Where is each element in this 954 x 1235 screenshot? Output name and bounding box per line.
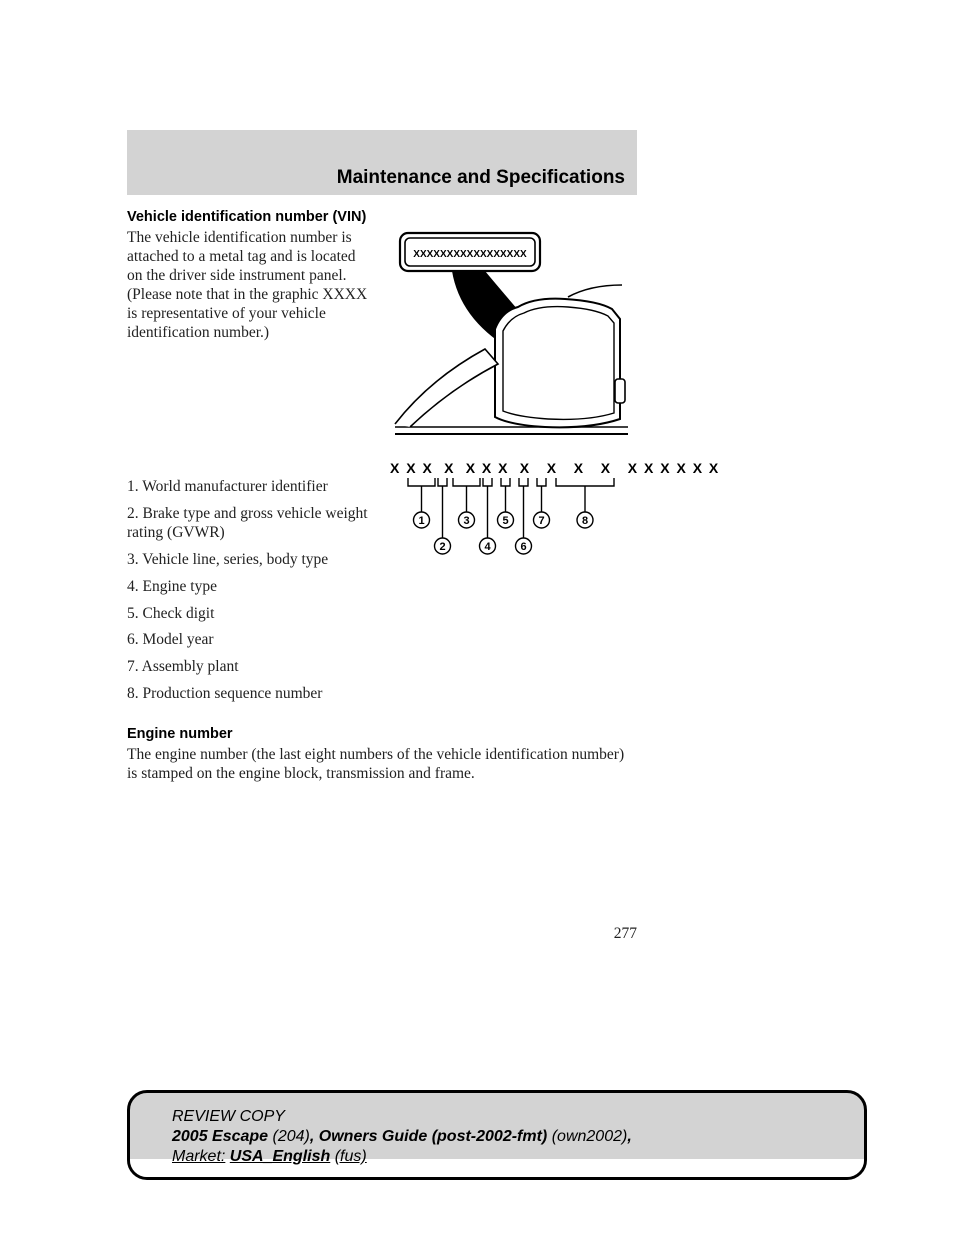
vin-list-row: 1. World manufacturer identifier 2. Brake…	[127, 458, 637, 712]
footer-market-value: USA_English	[230, 1148, 330, 1165]
dashboard-svg: XXXXXXXXXXXXXXXXX	[390, 229, 630, 439]
svg-text:2: 2	[439, 541, 445, 553]
vin-dash-illustration: XXXXXXXXXXXXXXXXX	[390, 229, 637, 444]
vin-list-item: 1. World manufacturer identifier	[127, 478, 372, 497]
vin-list-item: 5. Check digit	[127, 605, 372, 624]
svg-text:4: 4	[484, 541, 491, 553]
footer-vehicle: 2005 Escape	[172, 1128, 268, 1145]
vin-heading: Vehicle identification number (VIN)	[127, 209, 637, 225]
vin-pattern-text: X X X X X X X X X X X X X X X X X	[390, 460, 635, 476]
footer-review-copy: REVIEW COPY	[172, 1107, 822, 1127]
vin-list-item: 7. Assembly plant	[127, 658, 372, 677]
engine-body-text: The engine number (the last eight number…	[127, 746, 637, 784]
footer-vehicle-code: (204)	[273, 1128, 310, 1145]
svg-text:1: 1	[418, 515, 424, 527]
footer-vehicle-line: 2005 Escape (204), Owners Guide (post-20…	[172, 1127, 822, 1147]
vin-body-text: The vehicle identification number is att…	[127, 229, 372, 342]
engine-heading: Engine number	[127, 726, 637, 742]
vin-placeholder-text: XXXXXXXXXXXXXXXXX	[413, 249, 527, 260]
vin-intro-row: The vehicle identification number is att…	[127, 229, 637, 444]
vin-bracket-svg: 1 2 3 4 5 6 7 8	[390, 476, 635, 566]
vin-list-item: 6. Model year	[127, 631, 372, 650]
page-content: Maintenance and Specifications Vehicle i…	[127, 130, 637, 784]
footer-market-line: Market: USA_English (fus)	[172, 1147, 822, 1167]
vin-list-item: 2. Brake type and gross vehicle weight r…	[127, 505, 372, 543]
page-number: 277	[614, 925, 637, 943]
svg-text:3: 3	[463, 515, 469, 527]
vin-list-item: 3. Vehicle line, series, body type	[127, 551, 372, 570]
vin-breakdown-diagram: X X X X X X X X X X X X X X X X X 1 2 3 4 5 6…	[390, 458, 637, 571]
vin-list-item: 4. Engine type	[127, 578, 372, 597]
svg-text:6: 6	[520, 541, 526, 553]
svg-text:5: 5	[502, 515, 508, 527]
chapter-header-bar: Maintenance and Specifications	[127, 130, 637, 195]
footer-market-code: (fus)	[335, 1148, 367, 1165]
vin-list-item: 8. Production sequence number	[127, 685, 372, 704]
footer-guide: Owners Guide (post-2002-fmt)	[319, 1128, 547, 1145]
svg-text:8: 8	[582, 515, 588, 527]
chapter-title: Maintenance and Specifications	[337, 167, 625, 189]
footer-review-box: REVIEW COPY 2005 Escape (204), Owners Gu…	[127, 1090, 867, 1180]
footer-market-label: Market:	[172, 1148, 225, 1165]
svg-text:7: 7	[538, 515, 544, 527]
footer-guide-code: (own2002)	[552, 1128, 628, 1145]
vin-list: 1. World manufacturer identifier 2. Brake…	[127, 478, 372, 712]
